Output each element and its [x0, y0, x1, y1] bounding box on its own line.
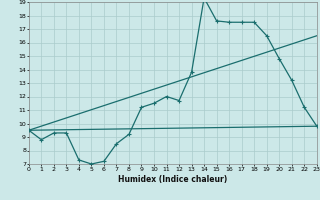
X-axis label: Humidex (Indice chaleur): Humidex (Indice chaleur): [118, 175, 228, 184]
